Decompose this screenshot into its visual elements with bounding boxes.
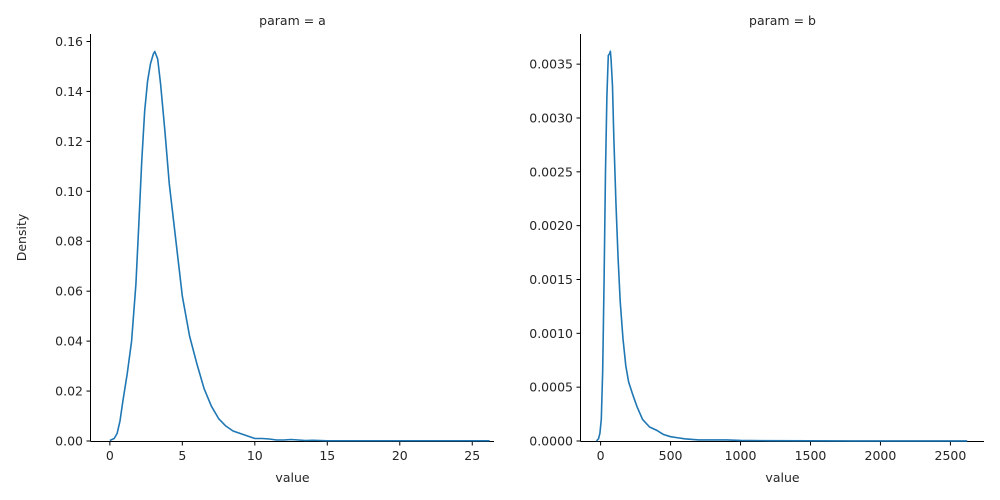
y-tick-label: 0.0030 bbox=[529, 110, 573, 125]
x-tick-label: 500 bbox=[659, 448, 683, 463]
y-tick-label: 0.02 bbox=[55, 384, 83, 399]
y-tick-label: 0.0015 bbox=[529, 272, 573, 287]
y-tick-label: 0.10 bbox=[55, 184, 83, 199]
y-tick-label: 0.12 bbox=[55, 134, 83, 149]
y-axis-label: Density bbox=[14, 213, 29, 261]
panel-param-b: param = b 0.0000 0.0005 0.0010 0.0015 0.0020… bbox=[529, 13, 984, 485]
y-axis: 0.00 0.02 0.04 0.06 0.08 0.10 0.12 0.14 0.16 bbox=[55, 34, 91, 449]
y-tick-label: 0.0020 bbox=[529, 218, 573, 233]
x-tick-label: 2500 bbox=[935, 448, 967, 463]
density-line bbox=[595, 50, 968, 442]
x-tick-label: 0 bbox=[106, 448, 114, 463]
facet-title: param = b bbox=[749, 13, 816, 28]
x-tick-label: 10 bbox=[247, 448, 263, 463]
x-tick-label: 20 bbox=[392, 448, 408, 463]
y-tick-label: 0.0025 bbox=[529, 164, 573, 179]
x-axis-label: value bbox=[275, 470, 309, 485]
x-tick-label: 15 bbox=[319, 448, 335, 463]
y-tick-label: 0.0005 bbox=[529, 380, 573, 395]
y-tick-label: 0.08 bbox=[55, 234, 83, 249]
x-tick-label: 5 bbox=[178, 448, 186, 463]
x-tick-label: 25 bbox=[464, 448, 480, 463]
panel-param-a: param = a 0.000.020.040.060.080.100.120.… bbox=[14, 13, 494, 485]
y-tick-label: 0.06 bbox=[55, 284, 83, 299]
x-axis: 0 500 1000 1500 2000 2500 bbox=[597, 441, 967, 463]
x-tick-label: 1000 bbox=[725, 448, 757, 463]
x-tick-label: 2000 bbox=[865, 448, 897, 463]
x-tick-label: 1500 bbox=[795, 448, 827, 463]
y-axis: 0.0000 0.0005 0.0010 0.0015 0.0020 0.0025 0.00… bbox=[529, 57, 581, 449]
y-tick-label: 0.00 bbox=[55, 434, 83, 449]
y-tick-label: 0.0035 bbox=[529, 57, 573, 72]
x-axis: 0 5 10 15 20 25 bbox=[106, 441, 480, 463]
y-tick-label: 0.0010 bbox=[529, 326, 573, 341]
facet-title: param = a bbox=[259, 13, 326, 28]
y-tick-label: 0.16 bbox=[55, 34, 83, 49]
x-tick-label: 0 bbox=[597, 448, 605, 463]
y-tick-label: 0.14 bbox=[55, 84, 83, 99]
y-tick-label: 0.0000 bbox=[529, 434, 573, 449]
density-line bbox=[109, 50, 490, 442]
y-tick-label: 0.04 bbox=[55, 334, 83, 349]
x-axis-label: value bbox=[765, 470, 799, 485]
